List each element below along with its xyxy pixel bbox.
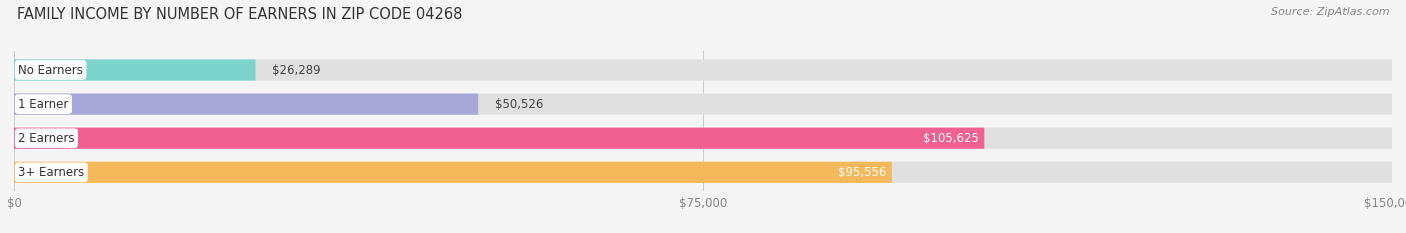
Text: $50,526: $50,526 (495, 98, 543, 111)
FancyBboxPatch shape (14, 59, 1392, 81)
Text: 3+ Earners: 3+ Earners (18, 166, 84, 179)
FancyBboxPatch shape (14, 93, 478, 115)
Text: FAMILY INCOME BY NUMBER OF EARNERS IN ZIP CODE 04268: FAMILY INCOME BY NUMBER OF EARNERS IN ZI… (17, 7, 463, 22)
FancyBboxPatch shape (14, 93, 1392, 115)
Text: 2 Earners: 2 Earners (18, 132, 75, 145)
Text: No Earners: No Earners (18, 64, 83, 76)
Text: Source: ZipAtlas.com: Source: ZipAtlas.com (1271, 7, 1389, 17)
FancyBboxPatch shape (14, 162, 1392, 183)
Text: $26,289: $26,289 (273, 64, 321, 76)
Text: 1 Earner: 1 Earner (18, 98, 69, 111)
Text: $105,625: $105,625 (922, 132, 979, 145)
FancyBboxPatch shape (14, 162, 891, 183)
Text: $95,556: $95,556 (838, 166, 886, 179)
FancyBboxPatch shape (14, 59, 256, 81)
FancyBboxPatch shape (14, 128, 984, 149)
FancyBboxPatch shape (14, 128, 1392, 149)
